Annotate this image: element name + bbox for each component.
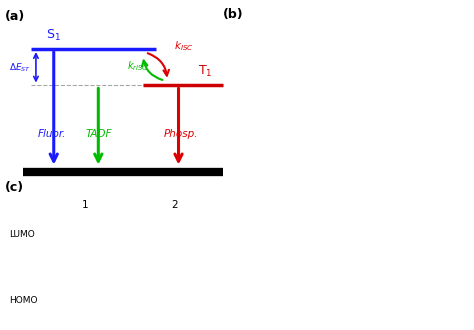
Text: $\Delta E_{ST}$: $\Delta E_{ST}$	[9, 61, 31, 74]
Text: (c): (c)	[5, 182, 24, 194]
Text: T$_1$: T$_1$	[198, 64, 212, 79]
Text: Fluor.: Fluor.	[37, 129, 66, 140]
Text: $k_{ISC}$: $k_{ISC}$	[174, 39, 194, 53]
Text: (b): (b)	[223, 8, 244, 21]
Text: 1: 1	[82, 200, 89, 210]
Text: $k_{rISC}$: $k_{rISC}$	[127, 60, 149, 74]
Text: Phosp.: Phosp.	[164, 129, 198, 140]
Text: LUMO: LUMO	[9, 230, 35, 240]
Text: TADF: TADF	[85, 129, 111, 140]
Text: (a): (a)	[5, 10, 25, 23]
Text: S$_1$: S$_1$	[46, 28, 61, 43]
Text: HOMO: HOMO	[9, 296, 37, 306]
Text: 2: 2	[172, 200, 178, 210]
